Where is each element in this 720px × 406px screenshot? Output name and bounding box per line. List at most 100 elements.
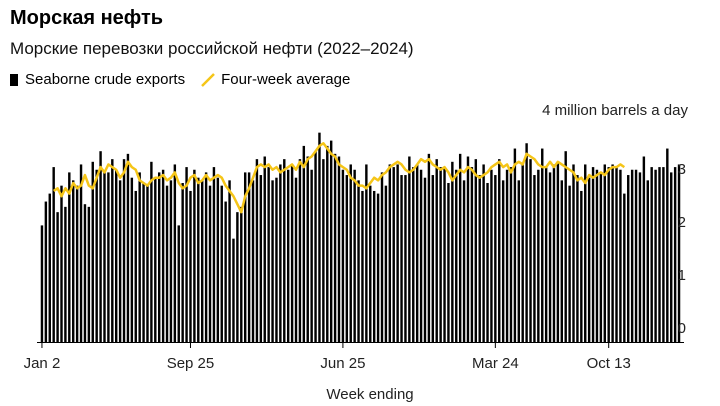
- bar: [60, 185, 63, 342]
- bar: [638, 172, 642, 342]
- bar: [115, 169, 118, 342]
- bar: [56, 212, 59, 342]
- bar: [443, 167, 446, 342]
- bar: [486, 183, 489, 342]
- bar: [670, 172, 673, 342]
- bar: [185, 167, 188, 342]
- x-tick-label: Jun 25: [320, 355, 365, 372]
- bar: [576, 175, 579, 342]
- bar: [361, 190, 364, 342]
- bar: [243, 172, 247, 342]
- bar: [560, 180, 563, 342]
- bar: [72, 180, 75, 342]
- bar: [369, 185, 372, 342]
- bar: [118, 180, 122, 342]
- bar: [165, 185, 169, 342]
- y-axis: 0 1 2 3: [678, 161, 686, 337]
- bar: [541, 148, 544, 342]
- bar: [138, 172, 141, 342]
- bar: [451, 161, 454, 342]
- bar: [224, 201, 227, 342]
- bar: [654, 169, 657, 342]
- bar: [236, 212, 239, 342]
- bar: [158, 172, 161, 342]
- bar: [580, 190, 583, 342]
- bar: [623, 193, 626, 342]
- bar: [611, 164, 614, 342]
- bar: [111, 159, 114, 342]
- bar: [392, 167, 395, 342]
- bar: [365, 164, 368, 342]
- bar: [599, 172, 603, 342]
- bar: [275, 177, 278, 342]
- chart-title: Морская нефть: [10, 7, 164, 29]
- bar: [388, 164, 392, 342]
- y-tick-label: 0: [678, 320, 686, 337]
- legend-item-line: Four-week average: [201, 70, 350, 90]
- bar: [337, 156, 341, 342]
- bar: [537, 169, 540, 342]
- bar: [79, 164, 83, 342]
- bar: [251, 180, 255, 342]
- bar: [68, 172, 71, 342]
- bar: [572, 164, 575, 342]
- bar: [208, 185, 212, 342]
- bar: [107, 172, 110, 342]
- bar: [533, 175, 536, 342]
- bar: [630, 169, 634, 342]
- bar: [333, 153, 337, 342]
- bar: [466, 156, 470, 342]
- bar: [677, 164, 681, 342]
- bar: [435, 159, 438, 342]
- bar: [517, 180, 520, 342]
- bar: [427, 153, 431, 342]
- bar: [646, 180, 649, 342]
- bar: [556, 161, 560, 342]
- bar: [290, 164, 294, 342]
- bar: [494, 175, 497, 342]
- bar: [255, 159, 259, 342]
- bar: [189, 190, 192, 342]
- bar: [513, 148, 517, 342]
- bar: [501, 180, 505, 342]
- bar: [415, 164, 419, 342]
- x-axis-title: Week ending: [326, 386, 413, 403]
- bar: [271, 180, 274, 342]
- bar: [384, 185, 388, 342]
- bar: [126, 153, 130, 342]
- bar: [150, 161, 153, 342]
- bar: [259, 175, 263, 342]
- bar: [322, 159, 325, 342]
- bar: [64, 206, 67, 342]
- bar: [122, 159, 126, 342]
- bar: [52, 167, 55, 342]
- bar: [447, 183, 450, 342]
- bar: [525, 143, 528, 342]
- bar: [87, 206, 91, 342]
- bar: [396, 164, 399, 342]
- y-tick-label: 1: [678, 267, 686, 284]
- bar: [294, 177, 298, 342]
- legend-bars-label: Seaborne crude exports: [25, 71, 186, 88]
- bar: [431, 175, 435, 342]
- bar: [548, 172, 552, 342]
- bar: [658, 167, 661, 342]
- x-tick-label: Oct 13: [587, 355, 631, 372]
- bar: [173, 164, 177, 342]
- bar: [642, 156, 646, 342]
- bar: [134, 190, 137, 342]
- bar: [509, 167, 513, 342]
- bar: [200, 180, 204, 342]
- legend-bar-swatch: [10, 74, 18, 86]
- bar: [587, 177, 591, 342]
- bar: [220, 185, 223, 342]
- bar: [40, 225, 44, 342]
- bar: [595, 169, 599, 342]
- bar: [419, 169, 423, 342]
- bar: [197, 177, 200, 342]
- legend-line-label: Four-week average: [221, 71, 351, 88]
- bar: [603, 164, 606, 342]
- bar: [529, 159, 532, 342]
- bar: [279, 164, 282, 342]
